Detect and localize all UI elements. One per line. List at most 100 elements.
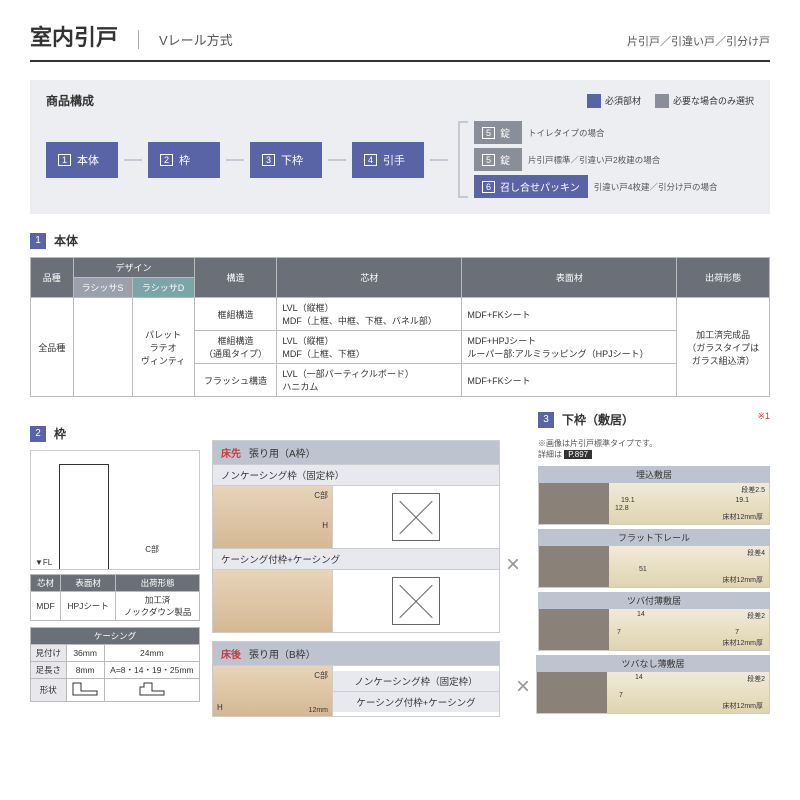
page: 室内引戸 Vレール方式 片引戸／引違い戸／引分け戸 商品構成 必須部材 必要な場… xyxy=(0,0,800,738)
dim: 床材12mm厚 xyxy=(723,575,763,585)
cross-section xyxy=(392,493,440,541)
section-num: 1 xyxy=(30,233,46,249)
flow-label: 下枠 xyxy=(281,152,303,168)
table-material: 芯材表面材出荷形態 MDFHPJシート加工済 ノックダウン製品 xyxy=(30,574,200,621)
note-pre: 詳細は xyxy=(538,450,562,459)
legend-optional: 必要な場合のみ選択 xyxy=(655,94,754,108)
mid-label: ケーシング付枠+ケーシング xyxy=(333,691,499,712)
dim: 段差2.5 xyxy=(741,485,765,495)
td: HPJシート xyxy=(60,592,115,621)
header: 室内引戸 Vレール方式 片引戸／引違い戸／引分け戸 xyxy=(30,20,770,62)
flow-label: 錠 xyxy=(500,152,510,167)
mid-panels: 床先張り用（A枠） ノンケーシング枠（固定枠） C部H ケーシング付枠+ケーシン… xyxy=(212,412,500,717)
col-shitawaku: 3 下枠（敷居） ※1 ※画像は片引戸標準タイプです。 詳細は P.897 埋込… xyxy=(538,411,770,718)
mid-row: C部 H 12mm ノンケーシング枠（固定枠） ケーシング付枠+ケーシング xyxy=(213,665,499,716)
threshold-label: ツバ付薄敷居 xyxy=(538,592,770,609)
spacer xyxy=(212,412,500,440)
flow: 1本体 2枠 3下枠 4引手 5錠 トイレタイプの場合 5錠 片引戸標準／引違い… xyxy=(46,121,754,198)
threshold-2: フラット下レール 段差451床材12mm厚 xyxy=(538,529,770,588)
threshold-body: 段差451床材12mm厚 xyxy=(538,546,770,588)
label-c: C部 xyxy=(314,670,328,681)
dim: 床材12mm厚 xyxy=(723,701,763,711)
legend-box xyxy=(655,94,669,108)
th: デザイン xyxy=(73,258,194,278)
flow-step-lock-2: 5錠 xyxy=(474,148,522,171)
label-h: H xyxy=(217,703,223,712)
threshold-4-row: × ツバなし薄敷居 14段差27床材12mm厚 xyxy=(538,655,770,718)
cross-section xyxy=(392,577,440,625)
mid-head-red: 床先 xyxy=(221,445,241,460)
threshold-photo xyxy=(539,546,609,587)
door-diagram: ▼FL C部 xyxy=(30,450,200,570)
td xyxy=(66,679,104,702)
dim: 段差2 xyxy=(747,674,765,684)
dim: 段差4 xyxy=(747,548,765,558)
mid-labels-b: ノンケーシング枠（固定枠） ケーシング付枠+ケーシング xyxy=(333,666,499,716)
dim: 段差2 xyxy=(747,611,765,621)
table-hontai: 品種 デザイン 構造 芯材 表面材 出荷形態 ラシッサS ラシッサD 全品種 パ… xyxy=(30,257,770,397)
mid-row: C部H xyxy=(213,485,499,548)
dim: 14 xyxy=(635,674,643,681)
th: 形状 xyxy=(31,679,67,702)
flow-step-1: 1本体 xyxy=(46,142,118,178)
flow-step-packing: 6召し合せパッキン xyxy=(474,175,588,198)
th-sub: ラシッサD xyxy=(132,278,194,298)
flow-label: 錠 xyxy=(500,125,510,140)
td: LVL（縦框） MDF（上框、中框、下框、パネル部） xyxy=(277,298,462,331)
td: MDF+FKシート xyxy=(462,298,677,331)
threshold-diag: 段差451床材12mm厚 xyxy=(609,546,769,587)
legend: 必須部材 必要な場合のみ選択 xyxy=(587,94,754,108)
threshold-body: 14 段差2 7 床材12mm厚 xyxy=(536,672,770,714)
td: 框組構造 （通風タイプ） xyxy=(194,331,277,364)
threshold-label: ツバなし薄敷居 xyxy=(536,655,770,672)
dim: 14 xyxy=(637,611,645,618)
spacer xyxy=(212,633,500,641)
threshold-body: 段差2.519.119.112.8床材12mm厚 xyxy=(538,483,770,525)
flow-num: 1 xyxy=(58,154,71,166)
flow-right-row: 5錠 トイレタイプの場合 xyxy=(474,121,717,144)
td: 8mm xyxy=(66,662,104,679)
mid-head-a: 床先張り用（A枠） xyxy=(213,441,499,464)
x-mark: × xyxy=(500,551,526,579)
flow-right-row: 6召し合せパッキン 引違い戸4枚建／引分け戸の場合 xyxy=(474,175,717,198)
th: 構造 xyxy=(194,258,277,298)
mid-head-red: 床後 xyxy=(221,646,241,661)
th: 出荷形態 xyxy=(116,575,200,592)
flow-note: 引違い戸4枚建／引分け戸の場合 xyxy=(594,181,718,193)
flow-label: 召し合せパッキン xyxy=(500,179,580,194)
td: MDF+HPJシート ルーパー部:アルミラッピング（HPJシート） xyxy=(462,331,677,364)
label-dim: 12mm xyxy=(309,707,328,714)
mid-row xyxy=(213,569,499,632)
mid-label: ノンケーシング枠（固定枠） xyxy=(333,671,499,691)
threshold-1: 埋込敷居 段差2.519.119.112.8床材12mm厚 xyxy=(538,466,770,525)
label-fl: ▼FL xyxy=(35,558,52,567)
threshold-photo xyxy=(539,483,609,524)
mid-label: ノンケーシング枠（固定枠） xyxy=(213,464,499,485)
mid-section-b: 床後張り用（B枠） C部 H 12mm ノンケーシング枠（固定枠） ケーシング付枠+… xyxy=(212,641,500,717)
shape-icon xyxy=(138,681,166,697)
threshold-3: ツバ付薄敷居 14段差277床材12mm厚 xyxy=(538,592,770,651)
composition-title: 商品構成 xyxy=(46,92,94,109)
header-right: 片引戸／引違い戸／引分け戸 xyxy=(627,33,770,49)
mid-photo: C部 H 12mm xyxy=(213,666,333,716)
section-head-3: 3 下枠（敷居） xyxy=(538,411,634,428)
flow-note: 片引戸標準／引違い戸2枚建の場合 xyxy=(528,154,660,166)
mid-label: ケーシング付枠+ケーシング xyxy=(213,548,499,569)
section-title: 下枠（敷居） xyxy=(562,411,634,428)
col-mid-group: 床先張り用（A枠） ノンケーシング枠（固定枠） C部H ケーシング付枠+ケーシン… xyxy=(212,411,526,718)
mid-head-text: 張り用（B枠） xyxy=(249,646,316,661)
composition-panel: 商品構成 必須部材 必要な場合のみ選択 1本体 2枠 3下枠 4引手 xyxy=(30,80,770,214)
flow-line xyxy=(430,159,448,161)
th: 芯材 xyxy=(277,258,462,298)
dim: 19.1 xyxy=(735,497,749,504)
td: 24mm xyxy=(104,645,199,662)
threshold-diag: 14段差277床材12mm厚 xyxy=(609,609,769,650)
mid-section-a: 床先張り用（A枠） ノンケーシング枠（固定枠） C部H ケーシング付枠+ケーシン… xyxy=(212,440,500,633)
flow-num: 2 xyxy=(160,154,173,166)
door-shape xyxy=(59,464,109,569)
section-title: 枠 xyxy=(54,425,66,442)
label-c: C部 xyxy=(314,490,328,501)
flow-label: 引手 xyxy=(383,152,405,168)
dim: 7 xyxy=(619,692,623,699)
threshold-label: 埋込敷居 xyxy=(538,466,770,483)
